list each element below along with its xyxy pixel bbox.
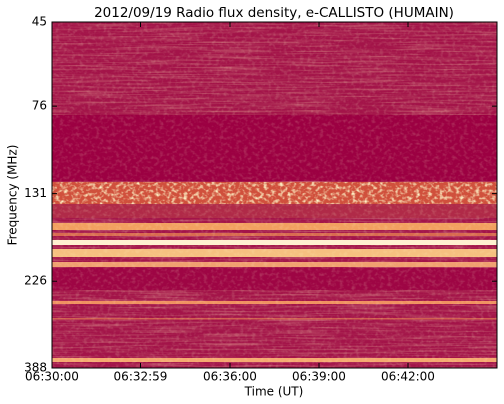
y-tick-label: 226	[24, 274, 47, 288]
x-tick-label: 06:30:00	[25, 370, 79, 384]
texture	[52, 22, 497, 368]
x-tick-label: 06:32:59	[114, 370, 168, 384]
chart-title: 2012/09/19 Radio flux density, e-CALLIST…	[94, 5, 454, 21]
y-tick-label: 45	[32, 15, 47, 29]
x-tick-label: 06:36:00	[203, 370, 257, 384]
y-tick-label: 388	[24, 361, 47, 375]
plot-frame	[51, 21, 498, 369]
x-tick-label: 06:42:00	[381, 370, 435, 384]
y-tick-label: 76	[32, 99, 47, 113]
spectrogram-image	[52, 22, 497, 368]
x-tick-label: 06:39:00	[292, 370, 346, 384]
y-tick-label: 131	[24, 186, 47, 200]
x-axis-label: Time (UT)	[244, 385, 304, 399]
y-axis-label: Frequency (MHz)	[6, 145, 20, 246]
